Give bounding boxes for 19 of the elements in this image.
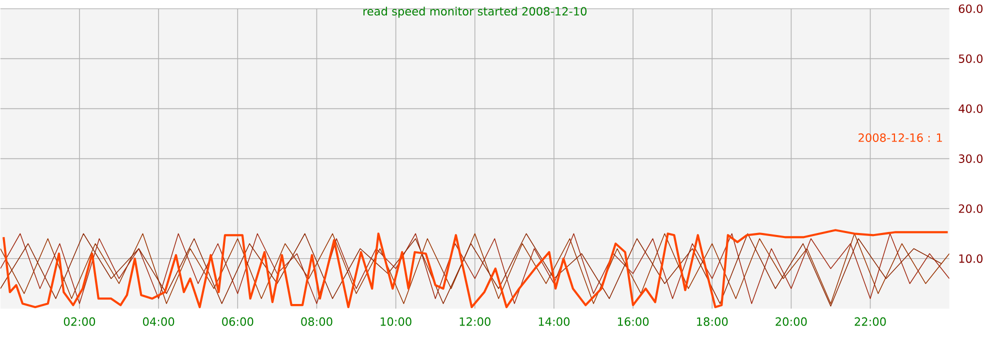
y-tick-label: 40.0: [958, 104, 983, 114]
y-tick-label: 30.0: [958, 154, 983, 164]
x-tick-label: 10:00: [380, 318, 412, 326]
y-tick-label: 20.0: [958, 204, 983, 214]
x-tick-label: 22:00: [854, 318, 886, 326]
x-tick-label: 06:00: [222, 318, 254, 326]
x-tick-label: 14:00: [538, 318, 570, 326]
chart-title: read speed monitor started 2008-12-10: [363, 6, 587, 18]
x-tick-label: 08:00: [301, 318, 332, 326]
x-tick-label: 16:00: [618, 318, 649, 326]
text: 2008-12-16 : 1: [858, 134, 942, 142]
x-tick-label: 20:00: [776, 318, 807, 326]
y-tick-label: 60.0: [958, 4, 983, 14]
x-tick-label: 04:00: [143, 318, 174, 326]
x-tick-label: 18:00: [697, 318, 728, 326]
y-tick-label: 50.0: [958, 54, 983, 64]
x-tick-label: 12:00: [460, 318, 490, 326]
y-tick-label: 10.0: [959, 254, 983, 264]
x-tick-label: 02:00: [64, 318, 96, 326]
